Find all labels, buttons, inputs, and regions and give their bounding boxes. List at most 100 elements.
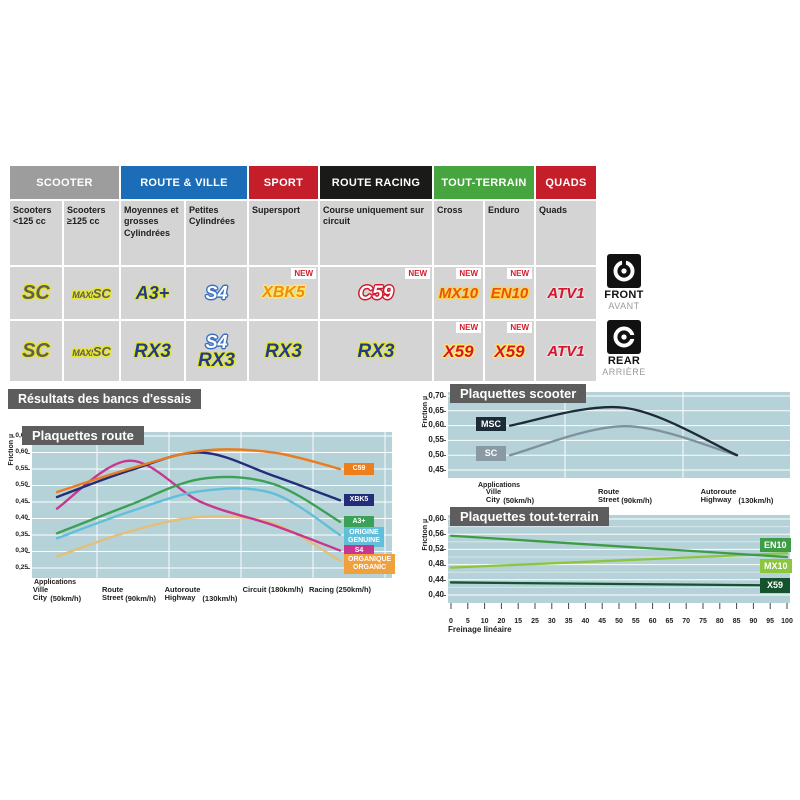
y-tick-label: 0,70	[428, 390, 444, 400]
y-tick-mark	[442, 549, 446, 551]
x-tick-label: 75	[699, 618, 707, 625]
y-tick-label: 0,60	[428, 513, 444, 523]
front-label-en: FRONT	[604, 289, 644, 301]
y-tick-mark	[442, 410, 446, 412]
chart-svg-scooter	[448, 392, 790, 478]
product-cell-rear-2: RX3	[121, 321, 184, 381]
product-cell-rear-8: ATV1	[536, 321, 596, 381]
x-axis-label-terrain: Freinage linéaire	[448, 625, 512, 634]
chart-title-scooter: Plaquettes scooter	[450, 384, 587, 403]
product-badge-atv1: ATV1	[547, 284, 585, 302]
rear-label-en: REAR	[607, 355, 641, 367]
new-badge: NEW	[507, 268, 532, 279]
y-tick-label: 0,45	[15, 497, 28, 505]
x-axis-label-scooter: Applications	[478, 482, 521, 489]
product-badge-c59: C59	[358, 282, 394, 304]
series-line-a3	[55, 475, 342, 535]
subheader-cross: Cross	[434, 201, 483, 265]
y-tick-label: 0,60	[15, 448, 28, 456]
x-tick-label: 70	[682, 618, 691, 625]
product-cell-rear-3: S4 RX3	[186, 321, 247, 381]
product-cell-rear-6: NEW X59	[434, 321, 483, 381]
rear-label-fr: ARRIÈRE	[602, 367, 646, 377]
y-tick-label: 0,65	[8, 432, 28, 439]
x-tick-label: 85	[732, 618, 741, 625]
legend-badge-xbk5: XBK5	[344, 494, 374, 507]
x-category-label-autoroute: Autoroute Highway (130km/h)	[700, 487, 774, 505]
series-line-mx10	[449, 552, 789, 569]
y-tick-label: 0,40	[428, 589, 444, 599]
product-badge-a3: A3+	[135, 283, 170, 303]
legend-badge-x59: X59	[760, 578, 790, 593]
y-tick-label: 0,44	[428, 574, 444, 584]
y-tick-mark	[26, 551, 30, 553]
x-tick-label: 30	[547, 618, 556, 625]
x-tick-label: 90	[749, 618, 758, 625]
subheader-supersport: Supersport	[249, 201, 318, 265]
y-tick-label: 0,40	[15, 514, 28, 522]
x-tick-label: 35	[564, 618, 573, 625]
x-axis-label-route: Applications	[34, 579, 77, 586]
x-tick-label: 5	[465, 618, 470, 625]
chart-plot-route	[32, 432, 392, 583]
series-line-s4	[55, 459, 342, 552]
product-cell-rear-7: NEW X59	[485, 321, 534, 381]
y-tick-label: 0,55	[428, 435, 444, 445]
chart-title-terrain: Plaquettes tout-terrain	[450, 507, 609, 526]
y-tick-mark	[26, 485, 30, 487]
y-tick-mark	[26, 469, 30, 470]
series-line-x59	[449, 581, 789, 587]
product-cell-front-1: MAXISC	[64, 267, 119, 319]
subheader-moyennes-et-grosses-cylindr-es: Moyennes et grosses Cylindrées	[121, 201, 184, 265]
x-tick-label: 20	[497, 618, 506, 625]
series-line-c59	[55, 448, 342, 494]
category-header-sport: SPORT	[249, 166, 318, 199]
x-tick-label: 45	[598, 618, 607, 625]
series-line-msc	[508, 405, 739, 457]
x-tick-label: 15	[514, 618, 523, 625]
category-header-route-racing: ROUTE RACING	[320, 166, 432, 199]
chart-terrain: Friction µ Plaquettes tout-terrain 0,60 0,5…	[414, 505, 794, 643]
legend-badge-sc: SC	[476, 446, 506, 461]
y-tick-mark	[442, 519, 446, 520]
product-cell-front-3: S4	[186, 267, 247, 319]
x-tick-label: 55	[631, 618, 640, 625]
subheader-petites-cylindr-es: Petites Cylindrées	[186, 201, 247, 265]
y-tick-mark	[26, 452, 30, 454]
y-tick-label: 0,65	[428, 405, 444, 415]
product-cell-front-7: NEW EN10	[485, 267, 534, 319]
x-category-label-racing-250km-h: Racing (250km/h)	[308, 585, 372, 594]
legend-badge-c59: C59	[344, 463, 374, 476]
legend-badge-origine-genuine: ORIGINE GENUINE	[344, 527, 384, 548]
category-header-quads: QUADS	[536, 166, 596, 199]
x-tick-label: 100	[781, 618, 793, 625]
y-tick-mark	[442, 455, 446, 457]
category-header-tout-terrain: TOUT-TERRAIN	[434, 166, 534, 199]
category-header-route-ville: ROUTE & VILLE	[121, 166, 247, 199]
legend-badge-en10: EN10	[760, 537, 791, 553]
new-badge: NEW	[291, 268, 316, 279]
legend-badge-s4: S4	[344, 544, 374, 557]
new-badge: NEW	[456, 268, 481, 279]
legend-badge-organique-organic: ORGANIQUE ORGANIC	[344, 554, 396, 575]
y-tick-mark	[442, 534, 446, 536]
chart-svg-terrain	[448, 515, 790, 609]
y-tick-label: 0,25	[15, 563, 28, 571]
y-tick-mark	[442, 425, 446, 427]
new-badge: NEW	[507, 322, 532, 333]
product-cell-front-2: A3+	[121, 267, 184, 319]
chart-svg-route	[32, 432, 392, 578]
x-tick-label: 50	[615, 618, 623, 625]
x-tick-label: 25	[531, 618, 539, 625]
x-category-label-route: Route Street (90km/h)	[101, 585, 157, 603]
product-badge-rx3: RX3	[198, 349, 235, 371]
product-badge-s4: S4	[205, 283, 228, 303]
product-badge-rx3: RX3	[265, 340, 302, 362]
y-tick-label: 0,35	[15, 530, 28, 538]
front-brake-disc-icon	[607, 254, 641, 288]
y-tick-mark	[442, 396, 446, 397]
product-cell-rear-5: RX3	[320, 321, 432, 381]
series-line-en10	[449, 534, 789, 559]
